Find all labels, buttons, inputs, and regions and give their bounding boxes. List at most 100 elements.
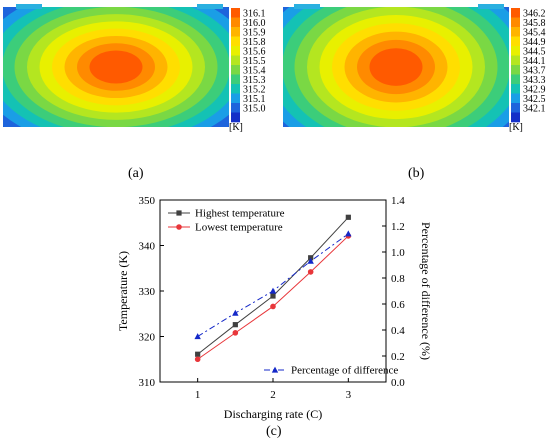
colorbar-swatch [511,17,520,28]
y-left-tick-label: 330 [139,286,156,298]
colorbar-swatch [511,55,520,66]
unit-label: [K] [229,122,243,133]
colorbar-swatch [511,8,520,18]
y-right-tick-label: 0.4 [391,325,405,337]
colorbar-tick-label: 345.8 [523,18,546,29]
colorbar-swatch [231,27,240,37]
y-left-tick-label: 350 [139,195,156,207]
data-point [232,322,238,328]
contour-plot-b: 346.2345.8345.4344.9344.5344.1343.7343.3… [283,4,546,133]
colorbar-swatch [231,46,240,56]
colorbar-tick-label: 315.5 [243,56,266,67]
data-point [307,257,314,264]
panel-label-c: (c) [266,424,282,439]
y-right-tick-label: 0.6 [391,299,405,311]
colorbar-swatch [511,93,520,104]
tab-marker [478,4,504,9]
data-point [176,224,182,230]
y-right-tick-label: 1.4 [391,195,405,207]
data-point [270,303,276,310]
colorbar-tick-label: 315.1 [243,94,266,105]
colorbar-tick-label: 315.0 [243,103,266,114]
y-right-tick-label: 0.0 [391,377,405,389]
data-point [176,210,182,216]
colorbar-swatch [231,93,240,104]
colorbar-tick-label: 315.9 [243,27,266,38]
unit-label: [K] [509,122,523,133]
line-chart-panel: 310 320 330 340 350 0.0 0.2 0.4 0.6 0.8 1.0 1.2 1.4 1… [100,186,450,422]
data-point [269,287,277,294]
colorbar-tick-label: 344.9 [523,37,546,48]
colorbar-tick-label: 343.3 [523,75,546,86]
colorbar-swatch [511,74,520,85]
contour-panel-a: 316.1 316.0 315.9 315.8 315.6 315.5 315.4 315.3… [0,0,270,135]
panel-label-b: (b) [408,166,425,181]
colorbar-tick-label: 344.1 [523,56,546,67]
colorbar-tick-label: 315.2 [243,84,266,95]
tab-marker [197,4,223,9]
data-point [270,293,276,299]
y-left-tick-label: 320 [139,332,156,344]
colorbar-swatch [231,8,240,18]
colorbar-tick-label: 315.6 [243,46,266,57]
legend-label: Highest temperature [195,208,285,220]
colorbar-tick-label: 316.0 [243,18,266,29]
contour-band [369,48,423,86]
data-point [345,230,352,237]
legend-label: Percentage of difference [291,365,398,377]
y-left-axis-title: Temperature (K) [116,251,130,331]
colorbar-tick-label: 343.7 [523,65,546,76]
contour-band [89,50,143,84]
data-point [232,309,239,316]
data-point [345,214,351,220]
colorbar-tick-label: 315.4 [243,65,266,76]
colorbar-tick-label: 342.5 [523,94,546,105]
colorbar-swatch [511,103,520,113]
y-right-tick-label: 0.2 [391,351,405,363]
colorbar-swatch [231,17,240,28]
colorbar-swatch [231,84,240,94]
colorbar-tick-label: 315.8 [243,37,266,48]
colorbar-swatch [231,103,240,113]
y-right-tick-label: 0.8 [391,273,405,285]
colorbar-tick-label: 346.2 [523,8,546,19]
colorbar-tick-label: 345.4 [523,27,546,38]
colorbar-tick-label: 316.1 [243,8,266,19]
y-right-tick-label: 1.0 [391,247,405,259]
series-line [197,233,349,337]
legend-label: Lowest temperature [195,222,283,234]
colorbar-swatch [511,36,520,47]
colorbar-swatch [511,65,520,75]
colorbar-tick-label: 315.3 [243,75,266,86]
colorbar-swatch [511,27,520,37]
colorbar-a: 316.1316.0315.9315.8315.6315.5315.4315.3… [229,8,266,133]
x-tick-label: 1 [195,389,201,401]
data-point [232,330,239,336]
data-point [194,356,201,363]
line-chart: 310 320 330 340 350 0.0 0.2 0.4 0.6 0.8 1.0 1.2 1.4 1… [116,195,433,421]
colorbar-swatch [231,36,240,47]
colorbar-tick-label: 342.1 [523,103,546,114]
y-left-tick-label: 340 [139,241,156,253]
series-line [197,216,349,355]
contour-plot-a: 316.1316.0315.9315.8315.6315.5315.4315.3… [3,4,266,133]
tab-marker [16,4,42,9]
colorbar-swatch [511,84,520,94]
colorbar-swatch [511,112,520,123]
data-point [194,333,201,340]
y-left-tick-label: 310 [139,377,156,389]
y-right-axis-title: Percentage of difference (%) [419,222,433,360]
x-axis-title: Discharging rate (C) [224,407,322,421]
colorbar-b: 346.2345.8345.4344.9344.5344.1343.7343.3… [509,8,546,133]
data-point [307,269,314,275]
contour-panel-b: 346.2 345.8 345.4 344.9 344.5 344.1 343.7 343.3… [280,0,550,135]
tab-marker [294,4,320,9]
colorbar-swatch [231,74,240,85]
data-point [195,351,201,357]
y-right-tick-label: 1.2 [391,221,405,233]
colorbar-swatch [231,112,240,123]
colorbar-swatch [231,65,240,75]
colorbar-tick-label: 342.9 [523,84,546,95]
colorbar-tick-label: 344.5 [523,46,546,57]
colorbar-swatch [231,55,240,66]
